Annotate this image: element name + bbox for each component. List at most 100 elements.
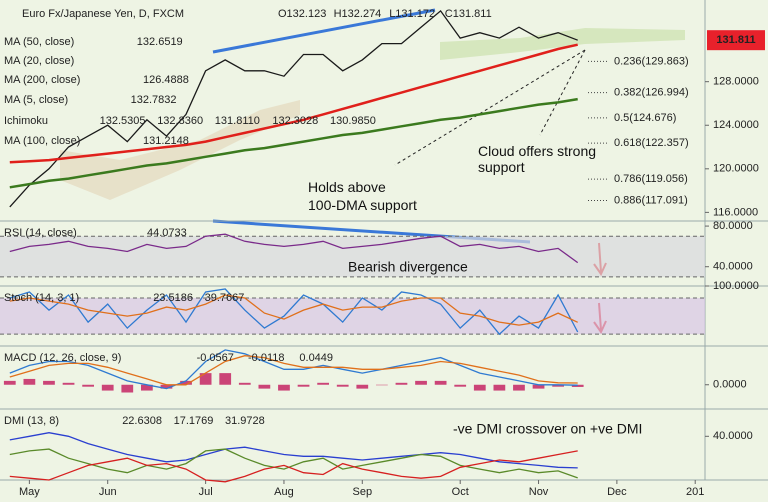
histogram-bar [395,382,408,385]
histogram-bar [454,384,467,387]
fib-label: 0.382(126.994) [614,87,689,99]
readout: 44.0733 [147,227,187,239]
chart-title: Euro Fx/Japanese Yen, D, FXCM [22,8,184,20]
fib-label: 0.786(119.056) [614,173,688,185]
histogram-bar [552,384,564,387]
readout: 31.9728 [225,415,265,427]
ohlc-value: H132.274 [334,8,382,20]
histogram-bar [141,384,153,391]
legend-entry: Ichimoku [4,115,48,127]
ohlc-value: C131.811 [445,8,492,20]
trendline [212,8,436,54]
legend-readout: 131.2148 [143,135,189,147]
histogram-bar [356,384,369,389]
annotation: Cloud offers strong support [478,143,600,175]
histogram-bar [532,384,545,389]
price-tag [707,30,765,51]
fib-label: 0.618(122.357) [614,137,689,149]
histogram-bar [23,378,36,385]
histogram-bar [160,384,173,389]
readout: 23.5186 [153,292,193,304]
fib-label: 0.236(129.863) [614,55,689,67]
series-line [9,432,578,469]
panel-title: Stoch (14, 3, 1) [4,292,79,304]
legend-readout: 132.6519 [137,36,183,48]
x-tick-label: Aug [274,486,294,498]
y-tick-label: 80.0000 [713,220,753,232]
series-line [9,448,578,479]
legend-readout: 132.3028 [272,115,318,127]
legend-entry: MA (200, close) [4,74,80,86]
histogram-bar [571,384,584,387]
histogram-bar [238,382,251,385]
x-tick-label: 201 [686,486,704,498]
histogram-bar [336,384,349,387]
y-tick-label: 0.0000 [713,379,747,391]
histogram-bar [82,384,94,387]
legend-readout: 132.5305 [100,115,146,127]
histogram-bar [219,373,232,385]
series-line [9,43,578,164]
legend-entry: MA (20, close) [4,55,74,67]
fib-label: 0.5(124.676) [614,112,676,124]
x-tick-label: Nov [529,486,549,498]
x-tick-label: Dec [607,486,627,498]
y-tick-label: 100.0000 [713,280,759,292]
histogram-bar [278,384,290,391]
ohlc-value: L131.172 [389,8,435,20]
legend-readout: 132.8360 [157,115,203,127]
histogram-bar [415,380,427,385]
y-tick-label: 116.0000 [713,206,758,218]
y-tick-label: 124.0000 [713,119,759,131]
histogram-bar [101,384,114,391]
x-tick-label: Oct [452,486,469,498]
x-tick-label: Sep [353,486,373,498]
ref-band [0,298,705,335]
series-line [9,294,578,326]
legend-entry: MA (100, close) [4,135,80,147]
series-line [9,97,578,189]
x-tick-label: Jul [199,486,213,498]
histogram-bar [473,384,486,391]
panel-title: RSI (14, close) [4,227,77,239]
series-line [9,288,579,336]
legend-readout: 131.8110 [215,115,260,127]
histogram-bar [43,380,55,385]
histogram-bar [376,384,388,386]
histogram-bar [180,380,192,385]
annotation: -ve DMI crossover on +ve DMI [453,421,642,437]
histogram-bar [258,384,271,389]
readout: 22.6308 [122,415,162,427]
series-line [9,450,578,483]
legend-entry: MA (5, close) [4,94,68,106]
histogram-bar [493,384,506,391]
readout: 17.1769 [174,415,214,427]
legend-readout: 130.9850 [330,115,376,127]
y-tick-label: 40.0000 [713,261,753,273]
series-line [9,355,578,386]
histogram-bar [297,384,310,387]
ichimoku-cloud [60,100,300,200]
panel-title: MACD (12, 26, close, 9) [4,352,121,364]
readout: 39.7667 [205,292,245,304]
y-tick-label: 40.0000 [713,430,753,442]
histogram-bar [199,373,212,385]
histogram-bar [3,380,16,385]
readout: -0.0567 [197,352,234,364]
annotation: Holds above 100-DMA support [308,179,417,213]
x-tick-label: Jun [99,486,117,498]
readout: -0.0118 [248,352,285,364]
histogram-bar [513,384,525,391]
panel-title: DMI (13, 8) [4,415,59,427]
histogram-bar [121,384,134,393]
ichimoku-cloud [440,28,685,60]
ref-band [0,236,705,277]
series-line [9,9,578,208]
legend-readout: 132.7832 [131,94,177,106]
legend-entry: MA (50, close) [4,36,74,48]
ohlc-value: O132.123 [278,8,326,20]
pointer-arrow [539,49,586,136]
series-line [9,233,579,264]
histogram-bar [62,382,75,385]
